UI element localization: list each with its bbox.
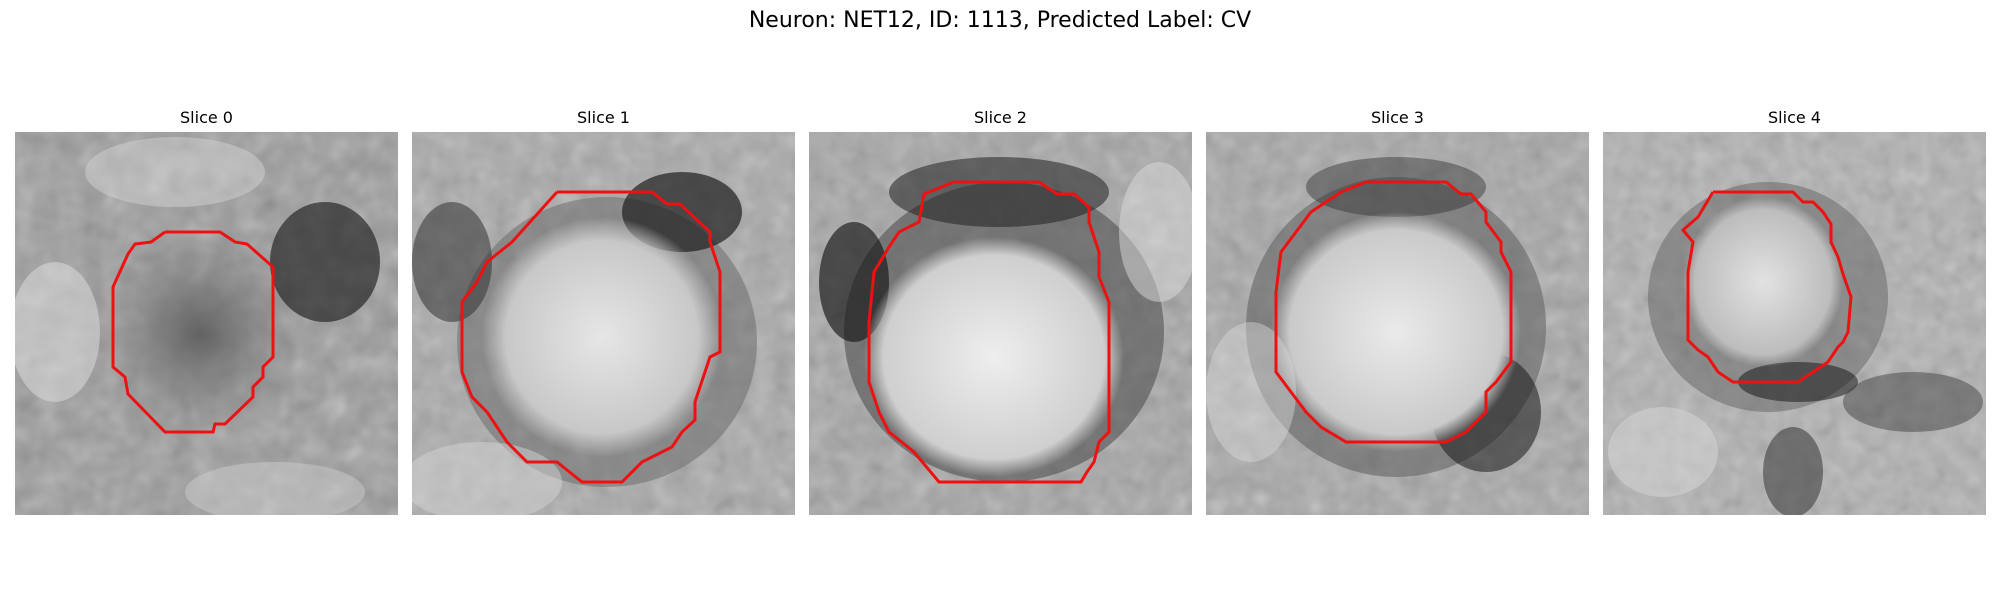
figure-title: Neuron: NET12, ID: 1113, Predicted Label…: [748, 8, 1252, 33]
slice-title-3: Slice 3: [1371, 108, 1424, 127]
cell-contour-0: [111, 230, 275, 434]
slice-image-0: [15, 132, 398, 515]
slice-image-1: [412, 132, 795, 515]
slice-image-2: [809, 132, 1192, 515]
cell-contour-4: [1680, 190, 1853, 384]
slice-title-2: Slice 2: [974, 108, 1027, 127]
slice-panel-1: Slice 1: [412, 108, 795, 515]
slice-title-0: Slice 0: [180, 108, 233, 127]
slice-panel-3: Slice 3: [1206, 108, 1589, 515]
cell-contour-2: [867, 180, 1111, 484]
slice-image-3: [1206, 132, 1589, 515]
slice-panel-2: Slice 2: [809, 108, 1192, 515]
slice-title-1: Slice 1: [577, 108, 630, 127]
cell-contour-3: [1274, 180, 1513, 444]
slice-panel-0: Slice 0: [15, 108, 398, 515]
slice-title-4: Slice 4: [1768, 108, 1821, 127]
slice-panel-4: Slice 4: [1603, 108, 1986, 515]
slice-image-4: [1603, 132, 1986, 515]
cell-contour-1: [460, 190, 722, 484]
